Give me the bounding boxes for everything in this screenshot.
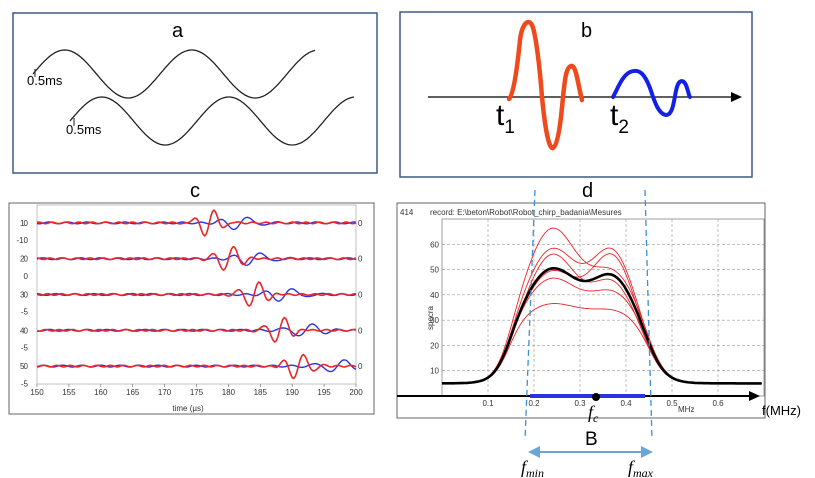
left-tick-label: 0	[24, 272, 29, 281]
left-tick-label: -5	[21, 343, 29, 352]
panel-d-header-text: record: E:\beton\Robot\Robot_chirp_badan…	[430, 208, 622, 217]
bandwidth-label: B	[585, 429, 598, 450]
left-tick-label: -5	[21, 379, 29, 388]
panel-b: b t1 t2	[399, 11, 753, 178]
panel-c-frame	[8, 202, 375, 415]
x-tick-label: 185	[254, 388, 268, 397]
left-tick-label: 0	[24, 291, 29, 300]
freq-tick-label: 0.1	[482, 399, 494, 408]
spectrum-grid: 0.1 0.2 0.3 0.4 0.5 0.6 10 20 30 40 50 60	[430, 219, 764, 408]
panel-a: a 0.5ms 0.5ms	[12, 12, 378, 174]
panel-d-label: d	[582, 180, 593, 202]
t1-label: t1	[496, 99, 515, 138]
x-tick-label: 195	[317, 388, 331, 397]
t2-label: t2	[610, 99, 629, 138]
right-tick-label: 0	[358, 255, 363, 264]
trace-row-label: 5	[20, 362, 25, 371]
time-axis-arrow	[731, 92, 742, 102]
panel-b-label: b	[581, 20, 592, 42]
right-tick-label: 0	[358, 362, 363, 371]
fc-marker-dot	[592, 393, 600, 401]
trace-red	[36, 281, 356, 308]
trace-row-label: 1	[20, 219, 25, 228]
spectrum-mean-curve	[442, 267, 762, 385]
right-tick-label: 0	[358, 219, 363, 228]
freq-tick-label: 0.5	[666, 399, 678, 408]
amplitude-tick-label: 60	[430, 240, 439, 249]
amplitude-tick-label: 30	[430, 316, 439, 325]
bandwidth-arrow-right-head	[641, 446, 653, 458]
spectrum-ylabel: specra	[426, 305, 435, 330]
trace-row-label: 4	[20, 326, 25, 335]
left-tick-label: -5	[21, 308, 29, 317]
trace-red	[36, 316, 357, 344]
freq-tick-label: 0.2	[528, 399, 540, 408]
x-tick-label: 165	[126, 388, 140, 397]
panel-d-header-id: 414	[400, 208, 414, 217]
amplitude-tick-label: 40	[430, 291, 439, 300]
pulse-blue	[611, 68, 692, 117]
left-tick-label: 0	[24, 362, 29, 371]
x-tick-label: 155	[62, 388, 76, 397]
x-tick-label: 180	[222, 388, 236, 397]
panel-c-label: c	[190, 180, 200, 202]
left-tick-label: 0	[24, 326, 29, 335]
x-tick-label: 170	[158, 388, 172, 397]
freq-tick-label: 0.4	[620, 399, 632, 408]
left-tick-label: 0	[24, 255, 29, 264]
time-marker-upper: 0.5ms	[27, 73, 63, 88]
right-tick-label: 0	[358, 326, 363, 335]
freq-tick-label: 0.3	[574, 399, 586, 408]
panel-a-frame	[12, 12, 378, 174]
x-tick-label: 175	[190, 388, 204, 397]
left-tick-label: -10	[16, 236, 28, 245]
amplitude-tick-label: 10	[430, 367, 439, 376]
pulse-red	[506, 19, 585, 151]
x-tick-label: 160	[94, 388, 108, 397]
left-tick-label: 0	[24, 219, 29, 228]
sine-wave-lower	[69, 96, 355, 146]
amplitude-tick-label: 20	[430, 341, 439, 350]
spectrum-plot-area	[441, 218, 765, 397]
panel-a-label: a	[172, 20, 184, 42]
sine-wave-upper	[32, 49, 316, 99]
amplitude-tick-label: 50	[430, 266, 439, 275]
trace-red	[36, 208, 357, 237]
fmin-dashed-line	[524, 189, 536, 441]
bandwidth-arrow-left-head	[528, 446, 540, 458]
frequency-axis-arrow	[749, 391, 760, 401]
x-tick-label: 200	[349, 388, 363, 397]
fmax-label: fmax	[628, 457, 654, 478]
panel-d: d 414 record: E:\beton\Robot\Robot_chirp…	[396, 180, 801, 478]
fmin-label: fmin	[521, 457, 544, 478]
panel-b-frame	[399, 11, 753, 178]
right-tick-label: 0	[358, 291, 363, 300]
trace-row-label: 2	[20, 255, 25, 264]
trace-row-label: 3	[20, 291, 25, 300]
trace-red	[36, 353, 357, 380]
trace-red	[36, 245, 357, 272]
fmax-dashed-line	[644, 189, 653, 441]
x-tick-label: 150	[30, 388, 44, 397]
x-tick-label: 190	[286, 388, 300, 397]
time-marker-lower: 0.5ms	[66, 122, 102, 137]
spectrum-curves	[442, 227, 762, 385]
freq-tick-label: 0.6	[712, 399, 724, 408]
frequency-unit-label: MHz	[678, 405, 694, 414]
frequency-axis-label: f(MHz)	[762, 403, 801, 418]
fc-label: fc	[588, 402, 599, 425]
panel-c-xlabel: time (µs)	[172, 404, 204, 413]
